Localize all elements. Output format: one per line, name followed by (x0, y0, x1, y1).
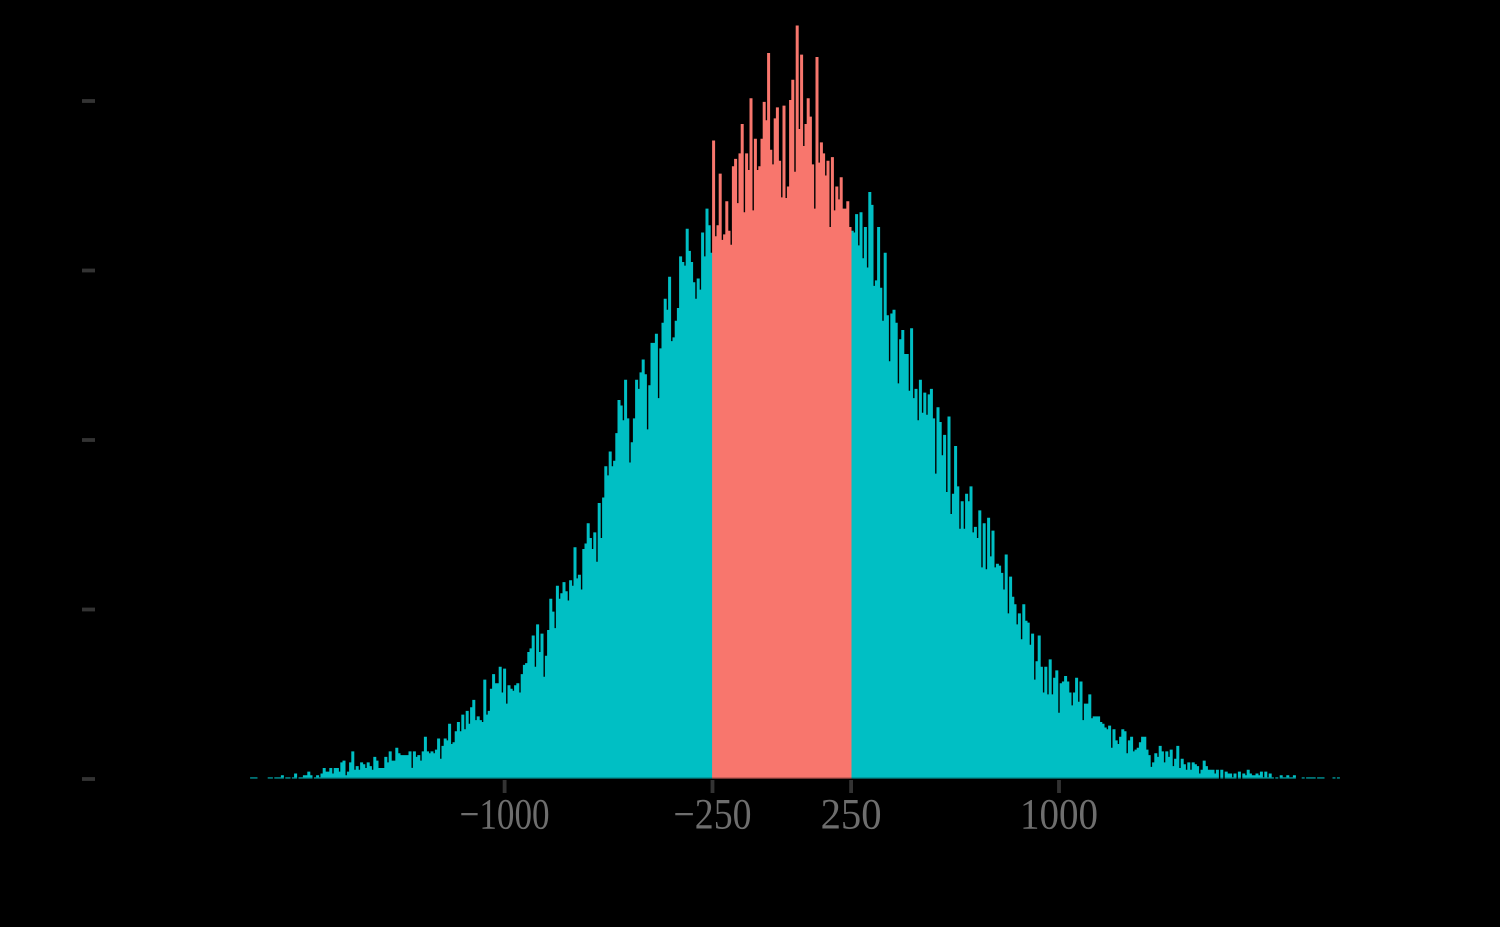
svg-text:1000: 1000 (1020, 792, 1098, 839)
svg-text:250: 250 (821, 792, 882, 839)
svg-text:−250: −250 (674, 792, 752, 839)
svg-text:−1000: −1000 (460, 792, 550, 839)
